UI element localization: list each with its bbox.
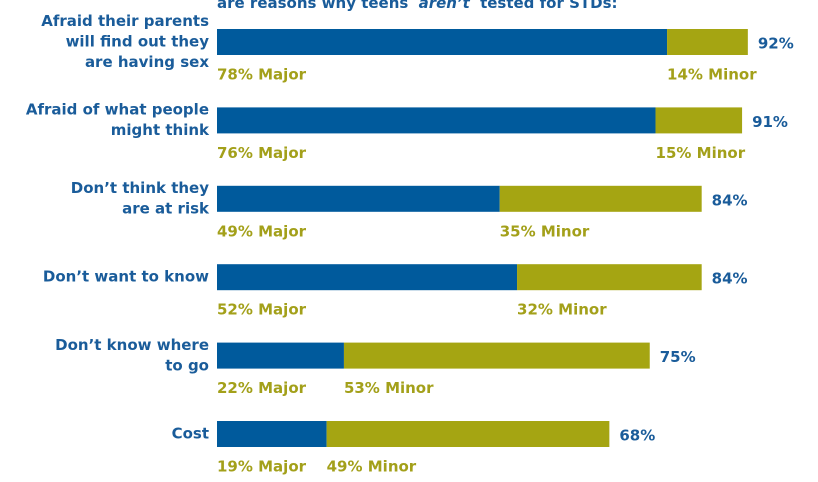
segment-label: 53% Minor [344, 379, 434, 397]
segment-label: 32% Minor [517, 301, 607, 319]
category-label: Afraid of what people [26, 101, 209, 119]
bar-segment [217, 342, 344, 369]
bar-segment [499, 185, 702, 212]
title-part: aren’t [419, 0, 471, 12]
segment-label: 49% Major [217, 222, 307, 240]
category-label: will find out they [66, 33, 210, 51]
bar-segment [217, 185, 500, 212]
total-label: 91% [752, 113, 788, 131]
bar-segment [217, 264, 518, 291]
bar-segment [217, 107, 656, 134]
category-label: Don’t want to know [43, 268, 209, 286]
segment-label: 15% Minor [656, 144, 746, 162]
total-label: 68% [619, 427, 655, 445]
segment-label: 35% Minor [500, 222, 590, 240]
category-label: to go [165, 356, 209, 374]
segment-label: 14% Minor [667, 66, 757, 84]
total-label: 84% [712, 191, 748, 209]
chart-title: are reasons why teens aren’t tested for … [217, 0, 618, 12]
category-label: might think [111, 121, 210, 139]
category-label: are having sex [85, 53, 209, 71]
bar-segment [326, 421, 610, 447]
segment-label: 22% Major [217, 379, 307, 397]
total-label: 84% [712, 270, 748, 288]
category-label: are at risk [122, 200, 210, 218]
segment-label: 19% Major [217, 458, 307, 476]
category-label: Cost [172, 425, 209, 443]
category-label: Afraid their parents [41, 12, 209, 30]
segment-label: 76% Major [217, 144, 307, 162]
bar-segment [217, 421, 327, 447]
segment-label: 78% Major [217, 66, 307, 84]
bar-segment [517, 264, 702, 291]
category-label: Don’t think they [71, 179, 209, 197]
title-part: tested for STDs: [480, 0, 617, 12]
bar-segment [667, 29, 748, 55]
bar-segment [655, 107, 743, 134]
category-label: Don’t know where [55, 336, 209, 354]
total-label: 75% [660, 348, 696, 366]
segment-label: 49% Minor [327, 458, 417, 476]
bar-segment [343, 342, 650, 369]
segment-label: 52% Major [217, 301, 307, 319]
total-label: 92% [758, 35, 794, 53]
bar-segment [217, 29, 668, 55]
title-part: are reasons why teens [217, 0, 408, 12]
